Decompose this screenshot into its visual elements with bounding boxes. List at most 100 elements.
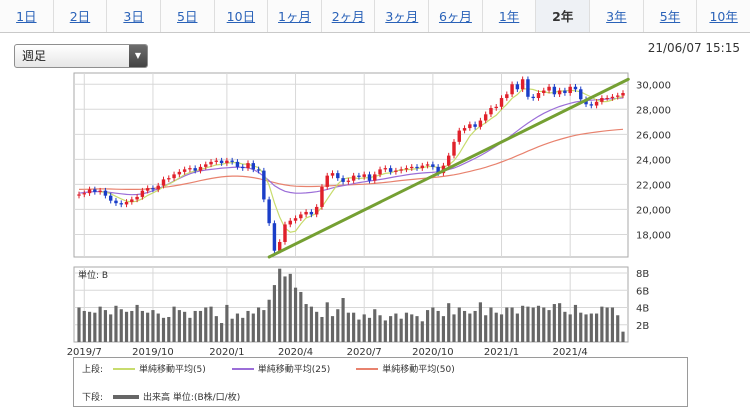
- volume-bar: [494, 312, 498, 342]
- volume-bar: [251, 313, 255, 342]
- tab-11[interactable]: 3年: [590, 0, 644, 32]
- volume-bar: [436, 310, 440, 342]
- candle-body: [579, 89, 583, 100]
- tab-5[interactable]: 1ヶ月: [268, 0, 322, 32]
- volume-bar: [568, 314, 572, 342]
- legend-lower-row: 下段: 出来高 単位:(B株/口/枚): [82, 390, 240, 403]
- tab-3[interactable]: 5日: [161, 0, 215, 32]
- candle-body: [404, 168, 409, 170]
- volume-bar: [362, 314, 366, 342]
- x-tick-label: 2020/7: [347, 347, 382, 358]
- volume-bar: [505, 307, 509, 342]
- candle-body: [283, 224, 287, 242]
- volume-bar: [473, 310, 477, 342]
- candle-body: [161, 179, 166, 186]
- legend-label-ma25: 単純移動平均(25): [257, 365, 331, 375]
- price-tick-label: 18,000: [636, 230, 671, 241]
- volume-bar: [230, 318, 234, 342]
- candle-body: [235, 161, 240, 167]
- volume-bar: [82, 310, 86, 342]
- candle-body: [563, 90, 567, 94]
- volume-bar: [526, 306, 530, 342]
- legend-line-ma5: [113, 367, 136, 370]
- volume-bar: [425, 310, 430, 342]
- candle-body: [246, 163, 250, 169]
- interval-select-value: 週足: [22, 49, 47, 63]
- interval-select[interactable]: 週足 ▼: [14, 44, 148, 68]
- tab-1[interactable]: 2日: [54, 0, 108, 32]
- volume-bar: [462, 310, 467, 342]
- candle-body: [325, 175, 329, 187]
- x-tick-label: 2020/4: [278, 347, 313, 358]
- volume-bar: [452, 314, 456, 342]
- tab-2[interactable]: 3日: [107, 0, 161, 32]
- volume-bar: [563, 311, 567, 342]
- x-tick-label: 2021/1: [484, 347, 519, 358]
- candle-body: [151, 188, 155, 190]
- candle-body: [114, 200, 118, 204]
- volume-bar: [542, 307, 546, 342]
- candle-body: [468, 124, 472, 129]
- tab-4[interactable]: 10日: [215, 0, 269, 32]
- volume-bar: [341, 298, 345, 342]
- volume-bar: [172, 306, 176, 342]
- candle-body: [383, 168, 388, 170]
- tab-8[interactable]: 6ヶ月: [429, 0, 483, 32]
- volume-bar: [489, 307, 493, 342]
- volume-bar: [558, 303, 562, 342]
- volume-bar: [367, 317, 372, 342]
- candle-body: [410, 166, 414, 169]
- candle-body: [172, 174, 176, 179]
- legend-lower-label: 下段:: [82, 393, 104, 403]
- volume-bar: [267, 299, 271, 342]
- candle-body: [108, 195, 113, 201]
- candle-body: [378, 169, 382, 175]
- candle-body: [119, 203, 123, 205]
- volume-bar: [220, 323, 224, 342]
- volume-bar: [510, 307, 514, 342]
- volume-bar: [547, 310, 551, 342]
- volume-bar: [616, 315, 620, 342]
- period-tab-bar: 1日 2日 3日 5日 10日 1ヶ月 2ヶ月 3ヶ月 6ヶ月 1年 2年 3年 5年 10年: [0, 0, 750, 33]
- volume-bar: [103, 310, 107, 342]
- candle-body: [557, 90, 562, 95]
- volume-tick-label: 4B: [636, 304, 649, 315]
- candle-body: [568, 86, 572, 94]
- candle-body: [494, 106, 498, 109]
- tab-7[interactable]: 3ヶ月: [375, 0, 430, 32]
- tab-13[interactable]: 10年: [709, 9, 738, 24]
- volume-bar: [309, 306, 313, 342]
- candle-body: [299, 214, 303, 219]
- candle-body: [82, 193, 86, 195]
- candle-body: [489, 108, 493, 115]
- volume-bar: [378, 315, 382, 342]
- tab-6[interactable]: 2ヶ月: [322, 0, 376, 32]
- candle-body: [193, 168, 197, 171]
- tab-12[interactable]: 5年: [644, 0, 698, 32]
- candle-body: [209, 161, 213, 165]
- tab-9[interactable]: 1年: [483, 0, 537, 32]
- volume-bar: [177, 310, 181, 342]
- x-tick-label: 2020/1: [209, 347, 244, 358]
- candle-body: [262, 170, 266, 200]
- volume-bar: [531, 307, 535, 342]
- candle-body: [547, 86, 551, 91]
- candle-body: [452, 141, 456, 156]
- volume-bar: [98, 306, 102, 342]
- triangle-down-icon[interactable]: ▼: [129, 45, 147, 67]
- volume-bar: [241, 317, 245, 342]
- volume-bar: [389, 316, 393, 342]
- tab-0[interactable]: 1日: [0, 0, 54, 32]
- candle-body: [140, 190, 145, 197]
- candle-body: [510, 84, 514, 95]
- volume-bar: [209, 306, 213, 342]
- volume-bar: [457, 307, 461, 342]
- volume-bar: [77, 307, 81, 342]
- candle-body: [267, 199, 271, 224]
- legend-label-volume: 出来高 単位:(B株/口/枚): [143, 393, 241, 403]
- candle-body: [394, 170, 398, 172]
- volume-bar: [484, 315, 488, 342]
- candle-body: [415, 166, 419, 169]
- tab-10[interactable]: 2年: [536, 0, 591, 32]
- price-tick-label: 24,000: [636, 155, 671, 166]
